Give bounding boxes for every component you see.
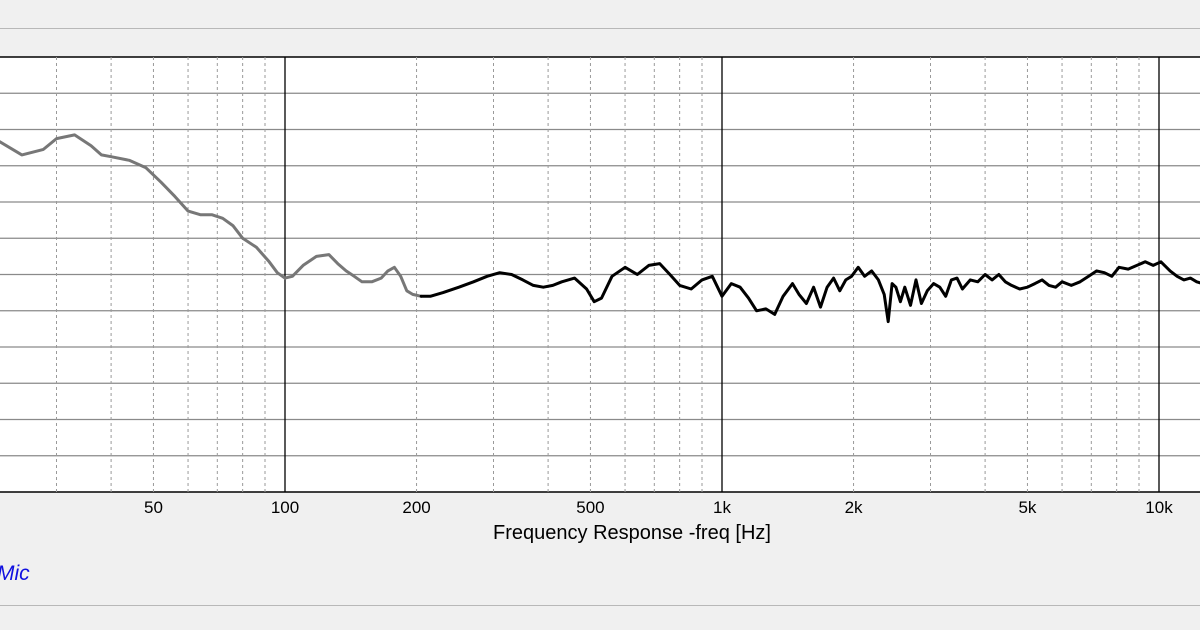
x-tick-label: 50 (144, 498, 163, 517)
series-layer (0, 133, 1200, 324)
legend-mic-label: Mic (0, 562, 30, 585)
x-tick-label: 5k (1018, 498, 1036, 517)
x-tick-label: 500 (576, 498, 604, 517)
x-axis-title: Frequency Response -freq [Hz] (493, 522, 771, 544)
x-tick-label: 10k (1145, 498, 1173, 517)
x-tick-labels: 50 100 200 500 1k 2k 5k 10k (144, 498, 1173, 517)
frame-top-border (0, 28, 1200, 29)
x-tick-label: 100 (271, 498, 299, 517)
x-tick-label: 2k (845, 498, 863, 517)
series-line-1 (0, 133, 423, 298)
x-tick-label: 1k (713, 498, 731, 517)
series-line-2 (419, 260, 1200, 324)
frame-bottom-border (0, 605, 1200, 606)
x-tick-label: 200 (402, 498, 430, 517)
